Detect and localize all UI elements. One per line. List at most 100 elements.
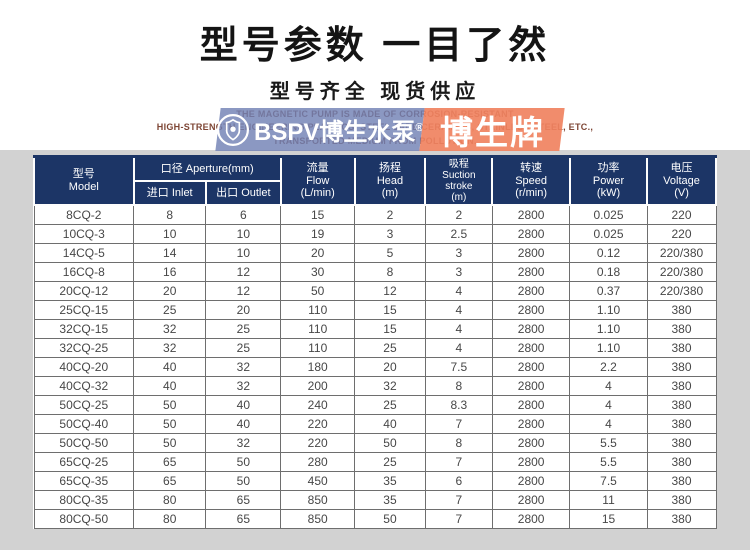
page-subtitle: 型号齐全 现货供应 bbox=[269, 80, 481, 103]
model-cell: 32CQ-15 bbox=[33, 318, 135, 339]
model-cell: 50CQ-40 bbox=[33, 413, 135, 434]
col-header-inlet: 进口 Inlet bbox=[132, 180, 207, 206]
page-title: 型号参数 一目了然 bbox=[199, 25, 551, 67]
value-cell: 4 bbox=[569, 375, 648, 396]
value-cell: 25 bbox=[205, 337, 282, 358]
value-cell: 2800 bbox=[491, 470, 571, 491]
value-cell: 380 bbox=[646, 413, 717, 434]
table-row: 10CQ-3 10 10 19 3 2.5 2800 0.025 220 bbox=[33, 223, 717, 244]
col-header-head: 扬程 Head (m) bbox=[353, 155, 427, 206]
value-cell: 180 bbox=[280, 356, 355, 377]
value-cell: 220/380 bbox=[646, 280, 717, 301]
value-cell: 2800 bbox=[491, 242, 571, 263]
value-cell: 380 bbox=[646, 299, 717, 320]
table-row: 40CQ-20 40 32 180 20 7.5 2800 2.2 380 bbox=[33, 356, 717, 377]
value-cell: 2800 bbox=[491, 508, 571, 529]
value-cell: 11 bbox=[569, 489, 648, 510]
value-cell: 8 bbox=[424, 375, 493, 396]
value-cell: 2 bbox=[424, 204, 493, 225]
value-cell: 32 bbox=[133, 318, 207, 339]
value-cell: 2800 bbox=[491, 356, 571, 377]
col-header-speed: 转速 Speed (r/min) bbox=[491, 155, 571, 206]
value-cell: 0.18 bbox=[569, 261, 648, 282]
value-cell: 19 bbox=[280, 223, 355, 244]
table-row: 14CQ-5 14 10 20 5 3 2800 0.12 220/380 bbox=[33, 242, 717, 263]
value-cell: 20 bbox=[133, 280, 207, 301]
value-cell: 4 bbox=[424, 280, 493, 301]
value-cell: 32 bbox=[205, 356, 282, 377]
value-cell: 110 bbox=[280, 299, 355, 320]
value-cell: 2800 bbox=[491, 204, 571, 225]
value-cell: 16 bbox=[133, 261, 207, 282]
brand-logo-icon bbox=[216, 112, 250, 146]
value-cell: 4 bbox=[424, 337, 493, 358]
value-cell: 2800 bbox=[491, 280, 571, 301]
value-cell: 220/380 bbox=[646, 261, 717, 282]
value-cell: 35 bbox=[354, 470, 426, 491]
value-cell: 15 bbox=[280, 204, 355, 225]
model-cell: 65CQ-35 bbox=[33, 470, 135, 491]
value-cell: 40 bbox=[133, 356, 207, 377]
value-cell: 30 bbox=[280, 261, 355, 282]
value-cell: 380 bbox=[646, 432, 717, 453]
value-cell: 5.5 bbox=[569, 451, 648, 472]
value-cell: 4 bbox=[424, 299, 493, 320]
value-cell: 2800 bbox=[491, 299, 571, 320]
model-cell: 10CQ-3 bbox=[33, 223, 135, 244]
spec-table: 型号 Model 口径 Aperture(mm) 流量 Flow (L/min)… bbox=[33, 155, 717, 529]
value-cell: 7 bbox=[424, 489, 493, 510]
value-cell: 1.10 bbox=[569, 318, 648, 339]
col-header-suction: 吸程 Suction stroke (m) bbox=[424, 155, 494, 206]
value-cell: 0.025 bbox=[569, 223, 648, 244]
value-cell: 80 bbox=[133, 508, 207, 529]
col-header-outlet: 出口 Outlet bbox=[204, 180, 282, 206]
value-cell: 0.12 bbox=[569, 242, 648, 263]
value-cell: 380 bbox=[646, 356, 717, 377]
value-cell: 50 bbox=[133, 394, 207, 415]
model-cell: 50CQ-25 bbox=[33, 394, 135, 415]
value-cell: 380 bbox=[646, 337, 717, 358]
table-row: 20CQ-12 20 12 50 12 4 2800 0.37 220/380 bbox=[33, 280, 717, 301]
table-row: 16CQ-8 16 12 30 8 3 2800 0.18 220/380 bbox=[33, 261, 717, 282]
value-cell: 4 bbox=[569, 413, 648, 434]
value-cell: 12 bbox=[205, 261, 282, 282]
col-header-model: 型号 Model bbox=[33, 155, 135, 206]
table-section: 型号 Model 口径 Aperture(mm) 流量 Flow (L/min)… bbox=[0, 150, 750, 529]
value-cell: 2800 bbox=[491, 451, 571, 472]
col-header-voltage: 电压 Voltage (V) bbox=[646, 155, 717, 206]
value-cell: 10 bbox=[205, 242, 282, 263]
value-cell: 25 bbox=[205, 318, 282, 339]
table-header: 型号 Model 口径 Aperture(mm) 流量 Flow (L/min)… bbox=[33, 155, 717, 206]
value-cell: 380 bbox=[646, 489, 717, 510]
col-header-flow: 流量 Flow (L/min) bbox=[279, 155, 356, 206]
value-cell: 4 bbox=[424, 318, 493, 339]
value-cell: 240 bbox=[280, 394, 355, 415]
table-row: 50CQ-25 50 40 240 25 8.3 2800 4 380 bbox=[33, 394, 717, 415]
value-cell: 6 bbox=[205, 204, 282, 225]
value-cell: 14 bbox=[133, 242, 207, 263]
value-cell: 32 bbox=[205, 375, 282, 396]
value-cell: 2800 bbox=[491, 375, 571, 396]
value-cell: 32 bbox=[354, 375, 426, 396]
model-cell: 14CQ-5 bbox=[33, 242, 135, 263]
value-cell: 110 bbox=[280, 337, 355, 358]
value-cell: 2800 bbox=[491, 261, 571, 282]
table-row: 65CQ-35 65 50 450 35 6 2800 7.5 380 bbox=[33, 470, 717, 491]
value-cell: 12 bbox=[205, 280, 282, 301]
value-cell: 2800 bbox=[491, 432, 571, 453]
col-header-power: 功率 Power (kW) bbox=[568, 155, 649, 206]
value-cell: 50 bbox=[133, 432, 207, 453]
value-cell: 50 bbox=[205, 470, 282, 491]
table-row: 50CQ-40 50 40 220 40 7 2800 4 380 bbox=[33, 413, 717, 434]
model-cell: 80CQ-50 bbox=[33, 508, 135, 529]
table-row: 65CQ-25 65 50 280 25 7 2800 5.5 380 bbox=[33, 451, 717, 472]
header-section: 型号参数 一目了然 型号齐全 现货供应 THE MAGNETIC PUMP IS… bbox=[0, 0, 750, 151]
model-cell: 50CQ-50 bbox=[33, 432, 135, 453]
value-cell: 280 bbox=[280, 451, 355, 472]
value-cell: 2.2 bbox=[569, 356, 648, 377]
value-cell: 20 bbox=[205, 299, 282, 320]
value-cell: 12 bbox=[354, 280, 426, 301]
value-cell: 0.025 bbox=[569, 204, 648, 225]
value-cell: 65 bbox=[133, 451, 207, 472]
